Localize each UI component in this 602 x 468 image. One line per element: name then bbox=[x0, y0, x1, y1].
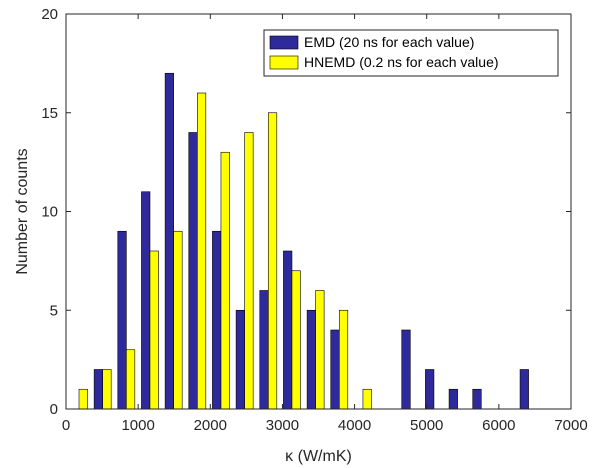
hnemd-bar-9 bbox=[291, 270, 301, 410]
legend-box bbox=[263, 29, 559, 77]
hnemd-bar-5 bbox=[197, 92, 207, 410]
legend: EMD (20 ns for each value) HNEMD (0.2 ns… bbox=[263, 29, 559, 77]
hnemd-bar-0 bbox=[78, 388, 88, 410]
ticks-layer: 0 1000 2000 3000 4000 5000 6000 7000 0 5 10 15 20 bbox=[41, 6, 587, 434]
x-tick-label: 1000 bbox=[121, 417, 154, 434]
y-axis-label: Number of counts bbox=[14, 148, 31, 274]
emd-bar-3 bbox=[141, 191, 151, 410]
emd-bar-15 bbox=[425, 369, 435, 410]
emd-bar-11 bbox=[330, 329, 340, 410]
legend-label-emd: EMD (20 ns for each value) bbox=[304, 34, 474, 50]
emd-bar-9 bbox=[283, 250, 293, 410]
hnemd-bar-3 bbox=[149, 250, 159, 410]
emd-bar-14 bbox=[401, 329, 411, 410]
x-tick-label: 7000 bbox=[554, 417, 587, 434]
emd-bar-10 bbox=[306, 309, 316, 410]
emd-bar-2 bbox=[117, 230, 127, 410]
emd-bar-17 bbox=[472, 388, 482, 410]
y-tick-label: 10 bbox=[41, 204, 58, 221]
legend-swatch-hnemd bbox=[269, 55, 299, 70]
emd-bar-5 bbox=[188, 132, 198, 410]
x-tick-label: 4000 bbox=[338, 417, 371, 434]
hnemd-bar-12 bbox=[362, 388, 372, 410]
emd-bar-1 bbox=[93, 369, 103, 410]
hnemd-bar-7 bbox=[244, 132, 254, 410]
y-tick-label: 20 bbox=[41, 6, 58, 23]
x-tick-label: 3000 bbox=[266, 417, 299, 434]
emd-bar-19 bbox=[519, 369, 529, 410]
emd-bar-6 bbox=[212, 230, 222, 410]
x-axis-label: κ (W/mK) bbox=[285, 448, 352, 465]
hnemd-bar-2 bbox=[126, 349, 136, 410]
bars-layer bbox=[78, 72, 529, 410]
x-tick-label: 6000 bbox=[482, 417, 515, 434]
x-tick-label: 0 bbox=[62, 417, 70, 434]
emd-bar-16 bbox=[448, 388, 458, 410]
hnemd-bar-11 bbox=[338, 309, 349, 410]
y-tick-label: 15 bbox=[41, 105, 58, 122]
legend-label-hnemd: HNEMD (0.2 ns for each value) bbox=[304, 54, 499, 70]
hnemd-bar-1 bbox=[102, 369, 112, 410]
hnemd-bar-10 bbox=[315, 290, 325, 410]
emd-bar-4 bbox=[164, 72, 174, 410]
emd-bar-8 bbox=[259, 290, 269, 410]
y-tick-label: 5 bbox=[50, 302, 58, 319]
y-tick-label: 0 bbox=[50, 401, 58, 418]
x-tick-label: 5000 bbox=[410, 417, 443, 434]
hnemd-bar-6 bbox=[220, 151, 230, 410]
x-tick-label: 2000 bbox=[194, 417, 227, 434]
hnemd-bar-8 bbox=[267, 112, 278, 410]
hnemd-bar-4 bbox=[173, 230, 183, 410]
emd-bar-7 bbox=[235, 309, 245, 410]
legend-swatch-emd bbox=[269, 35, 299, 50]
